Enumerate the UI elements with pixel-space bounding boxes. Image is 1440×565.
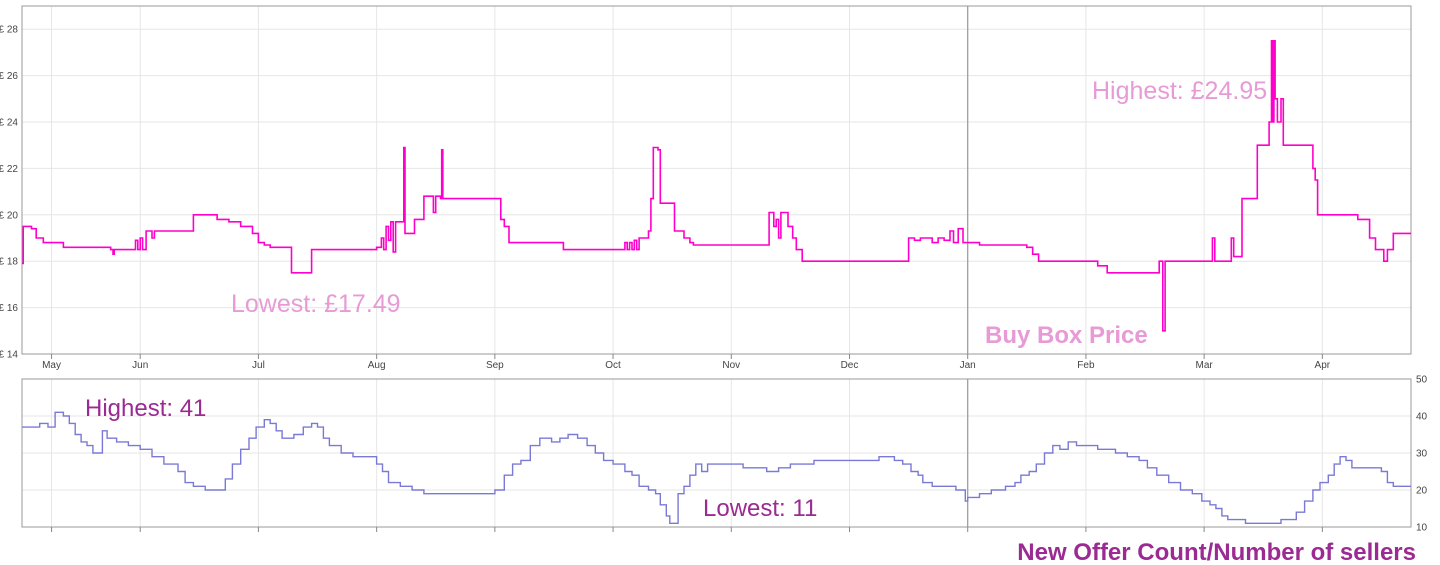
- price-chart-title: Buy Box Price: [985, 322, 1148, 349]
- price-y-tick-label: £ 26: [0, 71, 18, 82]
- price-y-tick-label: £ 18: [0, 257, 18, 268]
- offers-y-axis: 10 20 30 40 50: [1416, 375, 1428, 534]
- price-y-tick-label: £ 22: [0, 164, 18, 175]
- month-label: Mar: [1196, 360, 1214, 371]
- price-y-tick-label: £ 16: [0, 303, 18, 314]
- offers-y-tick-label: 20: [1416, 486, 1428, 497]
- offers-y-tick-label: 10: [1416, 523, 1428, 534]
- price-highest-annotation: Highest: £24.95: [1092, 77, 1267, 105]
- offers-y-tick-label: 40: [1416, 412, 1428, 423]
- month-label: Feb: [1077, 360, 1095, 371]
- month-label: Oct: [605, 360, 621, 371]
- month-label: Sep: [486, 360, 504, 371]
- month-label: Aug: [368, 360, 386, 371]
- price-panel-frame: [21, 5, 1412, 355]
- price-y-axis: £ 14 £ 16 £ 18 £ 20 £ 22 £ 24 £ 26 £ 28: [0, 25, 18, 361]
- offers-y-tick-label: 50: [1416, 375, 1428, 386]
- offer-count-line: [22, 411, 1411, 524]
- price-lowest-annotation: Lowest: £17.49: [231, 290, 401, 318]
- month-label: Nov: [722, 360, 740, 371]
- month-label: Jan: [960, 360, 976, 371]
- month-label: May: [42, 360, 61, 371]
- month-label: Jul: [252, 360, 265, 371]
- offers-x-tick-marks: [51, 527, 1323, 532]
- offers-lowest-annotation: Lowest: 11: [703, 495, 817, 522]
- price-gridlines: [22, 6, 1411, 355]
- offers-panel-frame: [21, 378, 1412, 528]
- offers-highest-annotation: Highest: 41: [85, 395, 206, 422]
- month-axis: May Jun Jul Aug Sep Oct Nov Dec Jan Feb Mar Apr: [42, 354, 1331, 371]
- price-y-tick-label: £ 20: [0, 210, 18, 221]
- buy-box-price-line: [22, 40, 1411, 332]
- offers-y-tick-label: 30: [1416, 449, 1428, 460]
- month-label: Apr: [1315, 360, 1331, 371]
- price-y-tick-label: £ 14: [0, 350, 18, 361]
- price-y-tick-label: £ 24: [0, 118, 18, 129]
- month-label: Dec: [841, 360, 859, 371]
- price-y-tick-label: £ 28: [0, 25, 18, 36]
- month-label: Jun: [132, 360, 148, 371]
- offers-chart-title: New Offer Count/Number of sellers: [1017, 539, 1416, 565]
